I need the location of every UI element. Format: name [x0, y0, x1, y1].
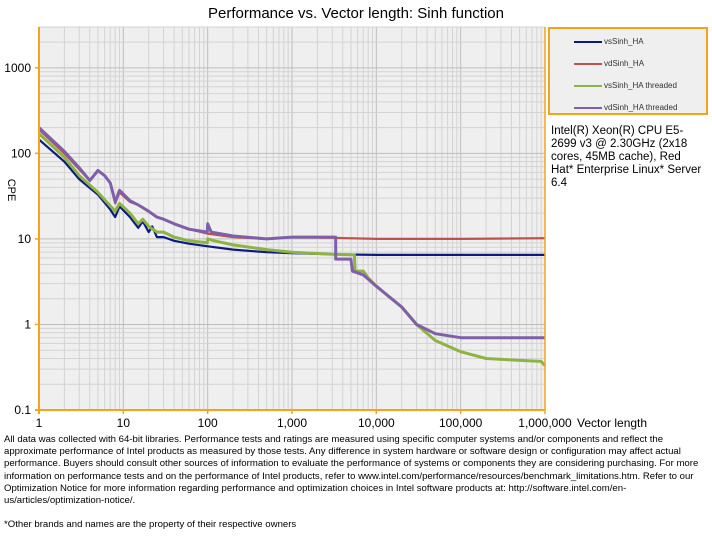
x-tick-label: 1,000	[277, 416, 307, 430]
legend-label: vdSinh_HA threaded	[604, 103, 678, 112]
x-tick-label: 10	[117, 416, 131, 430]
legend-item: vsSinh_HA	[574, 37, 644, 46]
legend-swatch	[574, 62, 602, 65]
disclaimer: All data was collected with 64-bit libra…	[4, 434, 699, 507]
legend: vsSinh_HA vdSinh_HA vsSinh_HA threaded v…	[548, 27, 708, 115]
x-tick-label: 1	[36, 416, 43, 430]
legend-swatch	[574, 84, 602, 87]
y-axis-label: CPE	[5, 179, 17, 202]
y-tick-label: 1	[24, 317, 31, 331]
y-tick-label: 100	[11, 146, 31, 160]
x-tick-label: 100	[198, 416, 218, 430]
legend-item: vdSinh_HA	[574, 59, 644, 68]
y-tick-label: 1000	[4, 61, 31, 75]
x-tick-label: 100,000	[439, 416, 483, 430]
legend-swatch	[574, 106, 602, 109]
x-axis-label: Vector length	[577, 416, 647, 430]
trademark-note: *Other brands and names are the property…	[4, 519, 297, 530]
chart-title: Performance vs. Vector length: Sinh func…	[208, 5, 504, 22]
legend-label: vsSinh_HA	[604, 37, 644, 46]
series-line	[37, 132, 547, 367]
legend-swatch	[574, 40, 602, 43]
legend-label: vsSinh_HA threaded	[604, 81, 677, 90]
system-info: Intel(R) Xeon(R) CPU E5-2699 v3 @ 2.30GH…	[551, 125, 702, 189]
legend-label: vdSinh_HA	[604, 59, 645, 68]
legend-item: vdSinh_HA threaded	[574, 103, 677, 112]
x-tick-label: 10,000	[358, 416, 395, 430]
x-tick-label: 1,000,000	[518, 416, 572, 430]
series-line	[37, 126, 545, 340]
y-tick-label: 10	[18, 232, 32, 246]
y-tick-label: 0.1	[14, 403, 31, 417]
legend-item: vsSinh_HA threaded	[574, 81, 677, 90]
